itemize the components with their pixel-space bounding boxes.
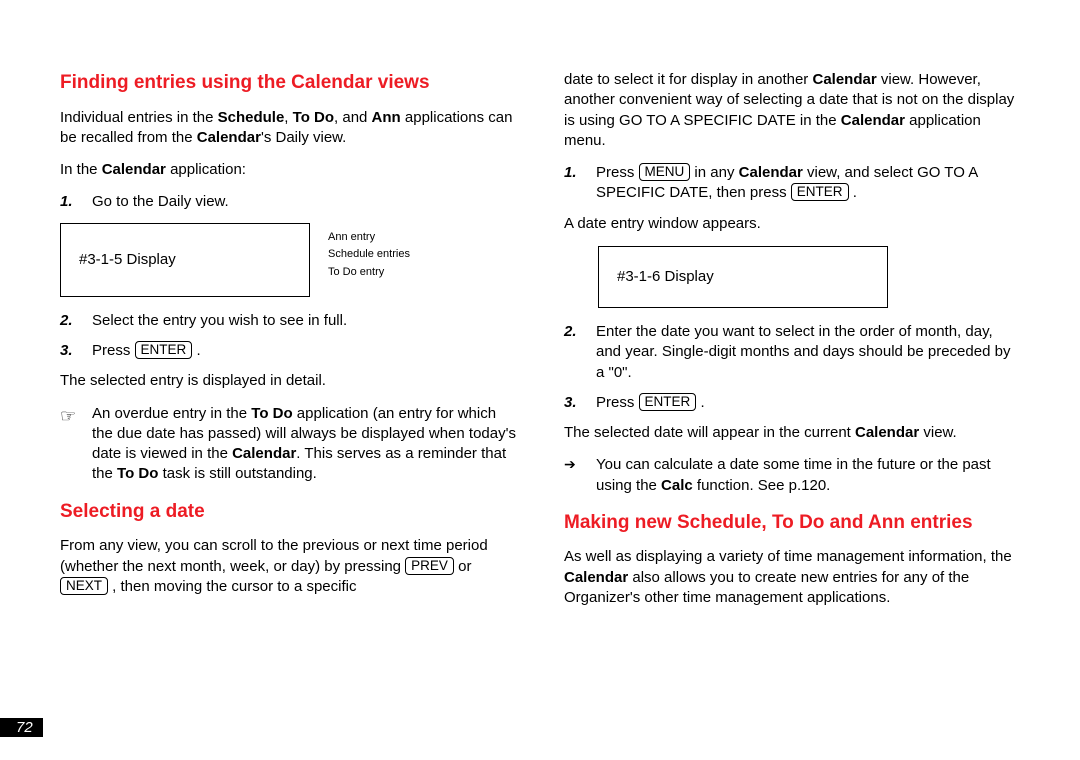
right-step-1: 1. Press MENU in any Calendar view, and … — [564, 163, 1020, 204]
cont-b1: Calendar — [812, 71, 876, 88]
tip-t2: function. See p.120. — [693, 477, 831, 494]
r3-pre: Press — [596, 394, 639, 411]
calc-tip: ➔ You can calculate a date some time in … — [564, 455, 1020, 496]
tip-b1: Calc — [661, 477, 693, 494]
res-b1: Calendar — [855, 424, 919, 441]
res-t2: view. — [919, 424, 957, 441]
note-t4: task is still outstanding. — [158, 465, 316, 482]
overdue-note: ☞ An overdue entry in the To Do applicat… — [60, 404, 516, 485]
side-item: To Do entry — [328, 264, 410, 282]
context-bold: Calendar — [102, 161, 166, 178]
step-body: Go to the Daily view. — [92, 192, 516, 212]
note-b3: To Do — [117, 465, 158, 482]
sel-mid: or — [454, 558, 472, 575]
heading-finding-entries: Finding entries using the Calendar views — [60, 70, 516, 96]
r1-pre: Press — [596, 164, 639, 181]
note-body: An overdue entry in the To Do applicatio… — [92, 404, 516, 485]
context-pre: In the — [60, 161, 102, 178]
step-body: Press MENU in any Calendar view, and sel… — [596, 163, 1020, 204]
display-box-3-1-6: #3-1-6 Display — [598, 246, 888, 308]
right-step-2: 2. Enter the date you want to select in … — [564, 322, 1020, 383]
context-post: application: — [166, 161, 246, 178]
intro-bold-ann: Ann — [372, 109, 401, 126]
intro-text-5: 's Daily view. — [261, 129, 346, 146]
left-step-2: 2. Select the entry you wish to see in f… — [60, 311, 516, 331]
side-item: Schedule entries — [328, 246, 410, 264]
h3-t1: As well as displaying a variety of time … — [564, 548, 1012, 565]
r1-mid-1: in any — [690, 164, 738, 181]
step-number: 1. — [564, 163, 596, 204]
h3-b1: Calendar — [564, 569, 628, 586]
right-step-3: 3. Press ENTER . — [564, 393, 1020, 413]
step3-pre: Press — [92, 342, 135, 359]
page-number-badge: 72 — [0, 718, 43, 737]
enter-key: ENTER — [791, 183, 849, 201]
context-line: In the Calendar application: — [60, 160, 516, 180]
date-window-appears: A date entry window appears. — [564, 214, 1020, 234]
intro-paragraph: Individual entries in the Schedule, To D… — [60, 108, 516, 149]
making-entries-paragraph: As well as displaying a variety of time … — [564, 547, 1020, 608]
cont-b2: Calendar — [841, 112, 905, 129]
arrow-icon: ➔ — [564, 455, 596, 496]
note-b2: Calendar — [232, 445, 296, 462]
note-t1: An overdue entry in the — [92, 405, 251, 422]
intro-bold-calendar: Calendar — [197, 129, 261, 146]
display-side-list: Ann entry Schedule entries To Do entry — [328, 223, 410, 282]
res-t1: The selected date will appear in the cur… — [564, 424, 855, 441]
step-number: 1. — [60, 192, 92, 212]
step-number: 3. — [564, 393, 596, 413]
display-label: #3-1-6 Display — [617, 268, 714, 285]
step-body: Press ENTER . — [596, 393, 1020, 413]
page-columns: Finding entries using the Calendar views… — [60, 70, 1020, 620]
step-number: 2. — [564, 322, 596, 383]
r1-post: . — [849, 184, 857, 201]
heading-making-entries: Making new Schedule, To Do and Ann entri… — [564, 510, 1020, 536]
intro-text-3: , and — [334, 109, 372, 126]
r3-post: . — [696, 394, 704, 411]
right-column: date to select it for display in another… — [564, 70, 1020, 620]
note-b1: To Do — [251, 405, 292, 422]
intro-bold-todo: To Do — [293, 109, 334, 126]
step-body: Select the entry you wish to see in full… — [92, 311, 516, 331]
hand-icon: ☞ — [60, 404, 92, 485]
display-label: #3-1-5 Display — [79, 251, 176, 268]
side-item: Ann entry — [328, 229, 410, 247]
sel-post: , then moving the cursor to a specific — [108, 578, 356, 595]
intro-text-2: , — [284, 109, 292, 126]
intro-text-1: Individual entries in the — [60, 109, 218, 126]
menu-key: MENU — [639, 163, 691, 181]
left-step-3: 3. Press ENTER . — [60, 341, 516, 361]
prev-key: PREV — [405, 557, 454, 575]
r1-mid-b: Calendar — [739, 164, 803, 181]
intro-bold-schedule: Schedule — [218, 109, 285, 126]
step-number: 3. — [60, 341, 92, 361]
display-box-row: #3-1-5 Display Ann entry Schedule entrie… — [60, 223, 516, 297]
enter-key: ENTER — [639, 393, 697, 411]
left-step-1: 1. Go to the Daily view. — [60, 192, 516, 212]
step-body: Press ENTER . — [92, 341, 516, 361]
display-box-3-1-5: #3-1-5 Display — [60, 223, 310, 297]
right-result: The selected date will appear in the cur… — [564, 423, 1020, 443]
right-continuation: date to select it for display in another… — [564, 70, 1020, 151]
step3-post: . — [192, 342, 200, 359]
page-footer: 72 — [0, 719, 43, 736]
step-number: 2. — [60, 311, 92, 331]
cont-t1: date to select it for display in another — [564, 71, 812, 88]
selecting-date-paragraph: From any view, you can scroll to the pre… — [60, 536, 516, 597]
left-result: The selected entry is displayed in detai… — [60, 371, 516, 391]
heading-selecting-date: Selecting a date — [60, 499, 516, 525]
next-key: NEXT — [60, 577, 108, 595]
left-column: Finding entries using the Calendar views… — [60, 70, 516, 620]
step-body: Enter the date you want to select in the… — [596, 322, 1020, 383]
enter-key: ENTER — [135, 341, 193, 359]
tip-body: You can calculate a date some time in th… — [596, 455, 1020, 496]
